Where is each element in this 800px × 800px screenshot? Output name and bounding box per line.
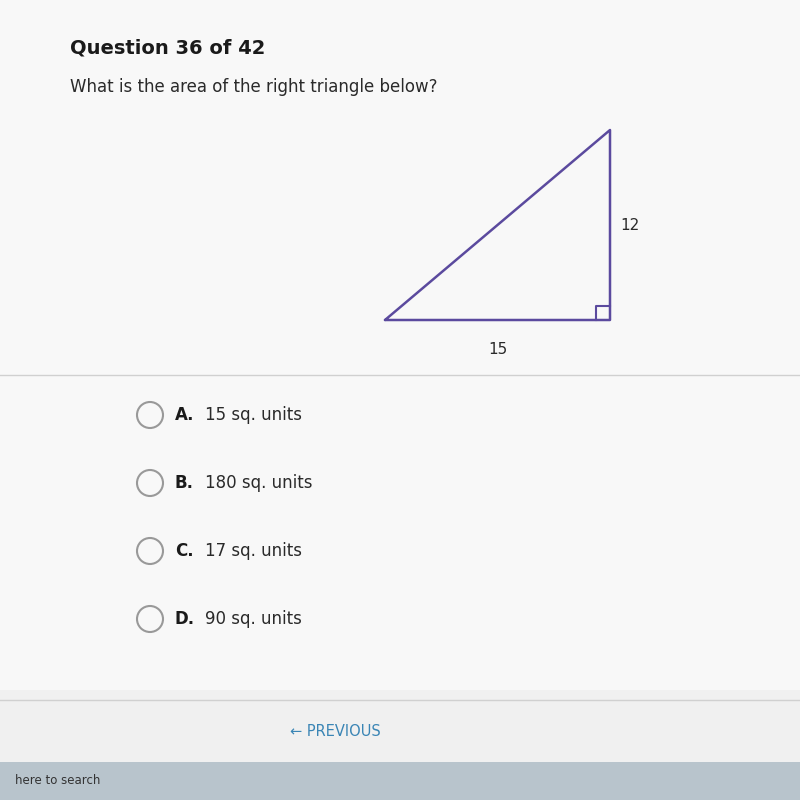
- Text: What is the area of the right triangle below?: What is the area of the right triangle b…: [70, 78, 438, 96]
- Bar: [0, 762, 800, 800]
- Text: 17 sq. units: 17 sq. units: [205, 542, 302, 560]
- Text: 12: 12: [620, 218, 639, 233]
- Text: A.: A.: [175, 406, 194, 424]
- Text: D.: D.: [175, 610, 195, 628]
- Text: 180 sq. units: 180 sq. units: [205, 474, 313, 492]
- Text: 90 sq. units: 90 sq. units: [205, 610, 302, 628]
- Text: here to search: here to search: [15, 774, 100, 787]
- Text: Question 36 of 42: Question 36 of 42: [70, 38, 266, 57]
- Text: B.: B.: [175, 474, 194, 492]
- Text: ← PREVIOUS: ← PREVIOUS: [290, 725, 381, 739]
- FancyBboxPatch shape: [0, 0, 800, 690]
- Text: C.: C.: [175, 542, 194, 560]
- Text: 15 sq. units: 15 sq. units: [205, 406, 302, 424]
- Text: 15: 15: [488, 342, 507, 357]
